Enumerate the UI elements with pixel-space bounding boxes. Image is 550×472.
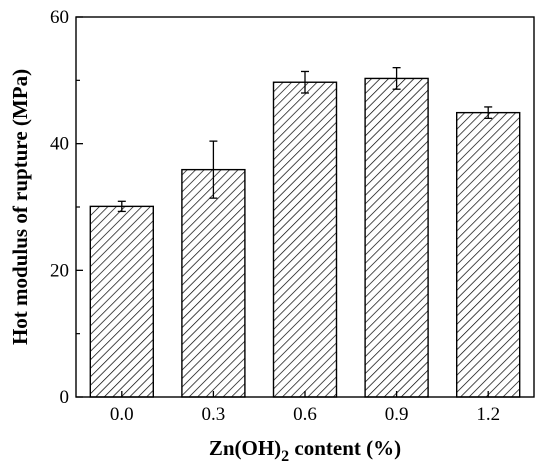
x-axis-title-suffix: content (%)	[289, 436, 401, 460]
bar-4	[456, 111, 521, 398]
y-axis-title: Hot modulus of rupture (MPa)	[8, 69, 32, 345]
x-axis-title: Zn(OH)2 content (%)	[209, 436, 401, 465]
x-tick-label-4: 1.2	[476, 404, 500, 425]
y-axis-ticks: 0 20 40 60	[50, 7, 83, 408]
bar-1	[181, 168, 246, 398]
bar-0	[89, 205, 155, 398]
y-tick-label-0: 0	[60, 387, 70, 408]
y-tick-label-3: 60	[50, 7, 69, 28]
x-axis-title-subscript: 2	[281, 448, 289, 465]
x-tick-label-0: 0.0	[110, 404, 134, 425]
bars-group	[89, 77, 521, 398]
x-tick-label-2: 0.6	[293, 404, 317, 425]
bar-2	[272, 81, 338, 398]
y-tick-label-2: 40	[50, 134, 69, 155]
bar-3	[364, 77, 429, 398]
x-tick-label-3: 0.9	[385, 404, 409, 425]
x-axis-ticks: 0.0 0.3 0.6 0.9 1.2	[110, 391, 500, 425]
error-bars-group	[117, 67, 493, 213]
x-axis-title-prefix: Zn(OH)	[209, 436, 281, 460]
x-tick-label-1: 0.3	[202, 404, 226, 425]
y-tick-label-1: 20	[50, 260, 69, 281]
